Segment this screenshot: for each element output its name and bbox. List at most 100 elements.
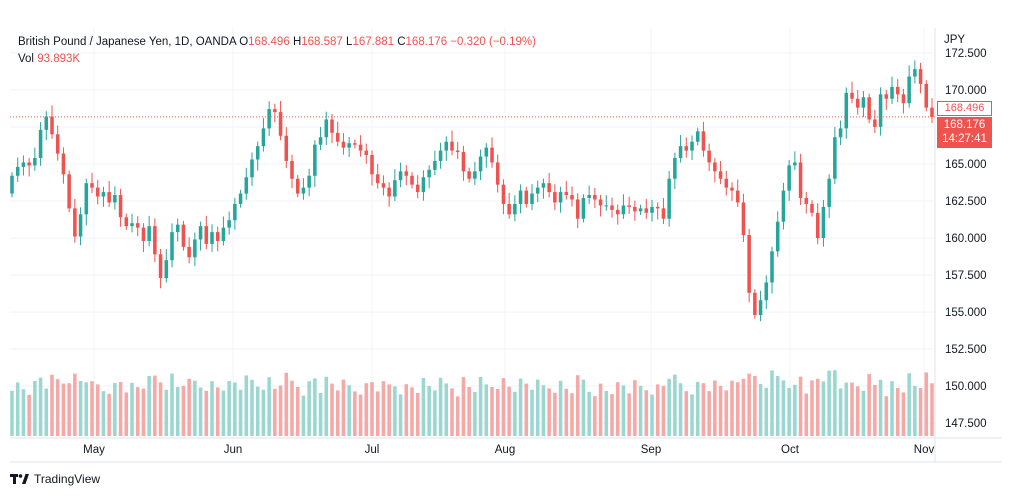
- volume-bar: [901, 392, 906, 436]
- volume-bar: [530, 389, 534, 436]
- volume-bar: [381, 381, 386, 436]
- volume-bar: [250, 379, 254, 436]
- y-tick-label: 160.000: [945, 233, 987, 245]
- volume-bar: [798, 376, 803, 436]
- candle-body: [701, 131, 706, 151]
- volume-bar: [118, 382, 123, 436]
- volume-bar: [850, 382, 854, 436]
- y-tick-label: 147.500: [945, 418, 987, 430]
- volume-bar: [238, 389, 243, 436]
- candle-body: [250, 159, 254, 178]
- volume-bar: [833, 370, 837, 436]
- volume-bar: [861, 390, 866, 436]
- candle-body: [284, 135, 289, 161]
- candle-body: [318, 137, 323, 145]
- y-tick-label: 155.000: [945, 307, 987, 319]
- volume-bar: [78, 381, 83, 436]
- close-value: 168.176: [405, 36, 448, 48]
- volume-bar: [810, 380, 814, 436]
- candle-body: [907, 76, 911, 104]
- volume-bar: [358, 394, 363, 436]
- candle-body: [513, 203, 517, 215]
- candle-body: [335, 132, 340, 142]
- volume-label: Vol: [18, 53, 34, 65]
- candle-body: [107, 192, 111, 203]
- candle-body: [267, 109, 271, 129]
- candle-body: [181, 224, 186, 247]
- volume-bar: [581, 379, 586, 436]
- volume-bar: [895, 388, 900, 436]
- volume-bar: [267, 377, 271, 436]
- candle-body: [827, 178, 831, 207]
- volume-bar: [347, 385, 351, 436]
- volume-legend: Vol 93.893K: [18, 53, 80, 65]
- y-tick-label: 172.500: [945, 48, 987, 60]
- candle-body: [890, 86, 894, 99]
- volume-bar: [804, 393, 809, 436]
- y-tick-label: 170.000: [945, 85, 987, 97]
- tradingview-brand[interactable]: TradingView: [10, 472, 100, 486]
- brand-name: TradingView: [34, 472, 101, 486]
- candle-body: [518, 190, 523, 204]
- volume-bar: [724, 390, 729, 436]
- candle-body: [467, 171, 471, 179]
- volume-bar: [387, 384, 391, 436]
- candle-body: [575, 199, 580, 219]
- candle-body: [387, 187, 391, 197]
- volume-bar: [38, 377, 43, 436]
- volume-bar: [410, 387, 414, 436]
- volume-bar: [33, 381, 37, 436]
- candle-body: [764, 282, 769, 301]
- candle-body: [38, 129, 43, 158]
- candle-body: [690, 141, 694, 151]
- volume-bar: [130, 382, 134, 436]
- ohlc-legend: British Pound / Japanese Yen, 1D, OANDA …: [18, 36, 536, 48]
- volume-bar: [815, 378, 820, 436]
- candle-body: [370, 155, 374, 175]
- candle-body: [473, 171, 477, 179]
- volume-bar: [233, 382, 237, 436]
- volume-bar: [547, 388, 551, 436]
- volume-bar: [455, 396, 460, 436]
- volume-bar: [450, 388, 454, 436]
- volume-bar: [690, 394, 694, 436]
- volume-bar: [667, 378, 671, 436]
- plot-background: [10, 28, 935, 438]
- volume-bar: [221, 390, 226, 436]
- candle-body: [398, 171, 403, 181]
- volume-bar: [324, 376, 329, 436]
- volume-bar: [513, 391, 517, 436]
- candle-body: [78, 214, 83, 237]
- candle-body: [713, 162, 717, 172]
- open-value: 168.496: [248, 36, 290, 48]
- candle-body: [61, 153, 66, 175]
- candle-body: [84, 183, 89, 215]
- candle-body: [113, 195, 117, 203]
- volume-bar: [278, 385, 283, 436]
- volume-bar: [10, 390, 14, 436]
- candle-body: [227, 220, 231, 228]
- volume-bar: [598, 383, 603, 436]
- candle-body: [404, 171, 409, 176]
- candle-body: [175, 224, 180, 233]
- volume-bar: [913, 386, 917, 436]
- volume-bar: [535, 379, 540, 436]
- volume-bar: [307, 381, 311, 436]
- volume-bar: [27, 394, 31, 436]
- volume-bar: [495, 389, 500, 436]
- candle-body: [781, 190, 786, 222]
- volume-bar: [255, 386, 260, 436]
- volume-bar: [364, 383, 369, 436]
- candle-body: [410, 175, 414, 185]
- candle-body: [15, 166, 20, 176]
- volume-bar: [198, 387, 203, 436]
- candle-body: [815, 212, 820, 238]
- volume-bar: [707, 391, 711, 436]
- open-price-tag: 168.496: [937, 101, 992, 116]
- volume-bar: [193, 380, 197, 436]
- volume-bar: [884, 396, 889, 436]
- volume-bar: [524, 383, 529, 436]
- candle-body: [587, 195, 591, 198]
